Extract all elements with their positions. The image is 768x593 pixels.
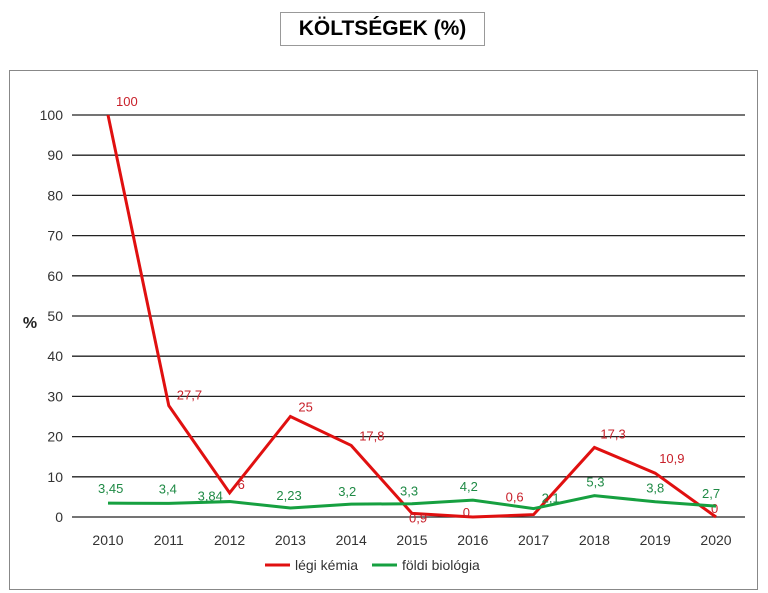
- y-tick-label: 60: [47, 268, 63, 284]
- data-label: 10,9: [659, 451, 684, 466]
- data-label: 3,8: [646, 481, 664, 496]
- x-tick-label: 2019: [640, 532, 671, 548]
- y-tick-label: 30: [47, 388, 63, 404]
- x-tick-label: 2016: [457, 532, 488, 548]
- y-tick-label: 10: [47, 469, 63, 485]
- x-tick-label: 2020: [700, 532, 731, 548]
- chart-title: KÖLTSÉGEK (%): [280, 12, 485, 46]
- data-label: 0,9: [409, 510, 427, 525]
- data-label: 25: [298, 400, 312, 415]
- data-label: 2,23: [276, 488, 301, 503]
- data-label: 17,3: [600, 426, 625, 441]
- data-label: 3,2: [338, 484, 356, 499]
- y-axis-label: %: [23, 315, 37, 332]
- legend-label: földi biológia: [402, 557, 480, 573]
- series-line-0: [106, 114, 717, 519]
- y-tick-label: 70: [47, 228, 63, 244]
- data-label: 0: [463, 505, 470, 520]
- x-tick-label: 2011: [154, 532, 184, 548]
- data-label: 6: [238, 477, 245, 492]
- data-label: 3,3: [400, 484, 418, 499]
- y-tick-label: 40: [47, 348, 63, 364]
- x-tick-label: 2012: [214, 532, 245, 548]
- y-tick-label: 100: [40, 107, 64, 123]
- y-tick-label: 20: [47, 429, 63, 445]
- data-label: 0: [711, 501, 718, 516]
- data-label: 0,6: [506, 490, 524, 505]
- y-tick-label: 0: [55, 509, 63, 525]
- y-tick-label: 90: [47, 147, 63, 163]
- x-tick-label: 2013: [275, 532, 306, 548]
- data-label: 3,84: [198, 489, 223, 504]
- series-line-1: [107, 494, 717, 511]
- data-label: 100: [116, 94, 138, 109]
- data-label: 17,8: [359, 428, 384, 443]
- x-tick-label: 2018: [579, 532, 610, 548]
- data-label: 5,3: [586, 475, 604, 490]
- data-label: 3,4: [159, 481, 177, 496]
- data-label: 27,7: [177, 388, 202, 403]
- x-tick-label: 2015: [396, 532, 427, 548]
- data-label: 4,2: [460, 479, 478, 494]
- data-label: 2,1: [542, 491, 560, 506]
- chart-frame: [9, 70, 758, 590]
- x-tick-label: 2017: [518, 532, 549, 548]
- x-tick-label: 2014: [336, 532, 367, 548]
- y-tick-label: 80: [47, 187, 63, 203]
- legend-label: légi kémia: [295, 557, 358, 573]
- y-tick-label: 50: [47, 308, 63, 324]
- data-label: 2,7: [702, 486, 720, 501]
- data-label: 3,45: [98, 481, 123, 496]
- x-tick-label: 2010: [92, 532, 123, 548]
